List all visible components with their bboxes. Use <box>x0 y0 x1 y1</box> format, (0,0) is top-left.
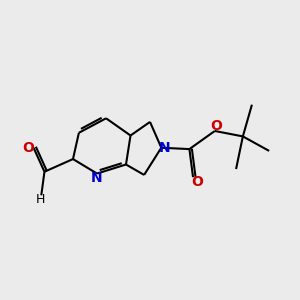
Text: N: N <box>159 141 171 155</box>
Text: O: O <box>192 175 203 189</box>
Text: N: N <box>90 171 102 185</box>
Text: O: O <box>22 141 34 155</box>
Text: H: H <box>36 193 45 206</box>
Text: O: O <box>210 118 222 133</box>
